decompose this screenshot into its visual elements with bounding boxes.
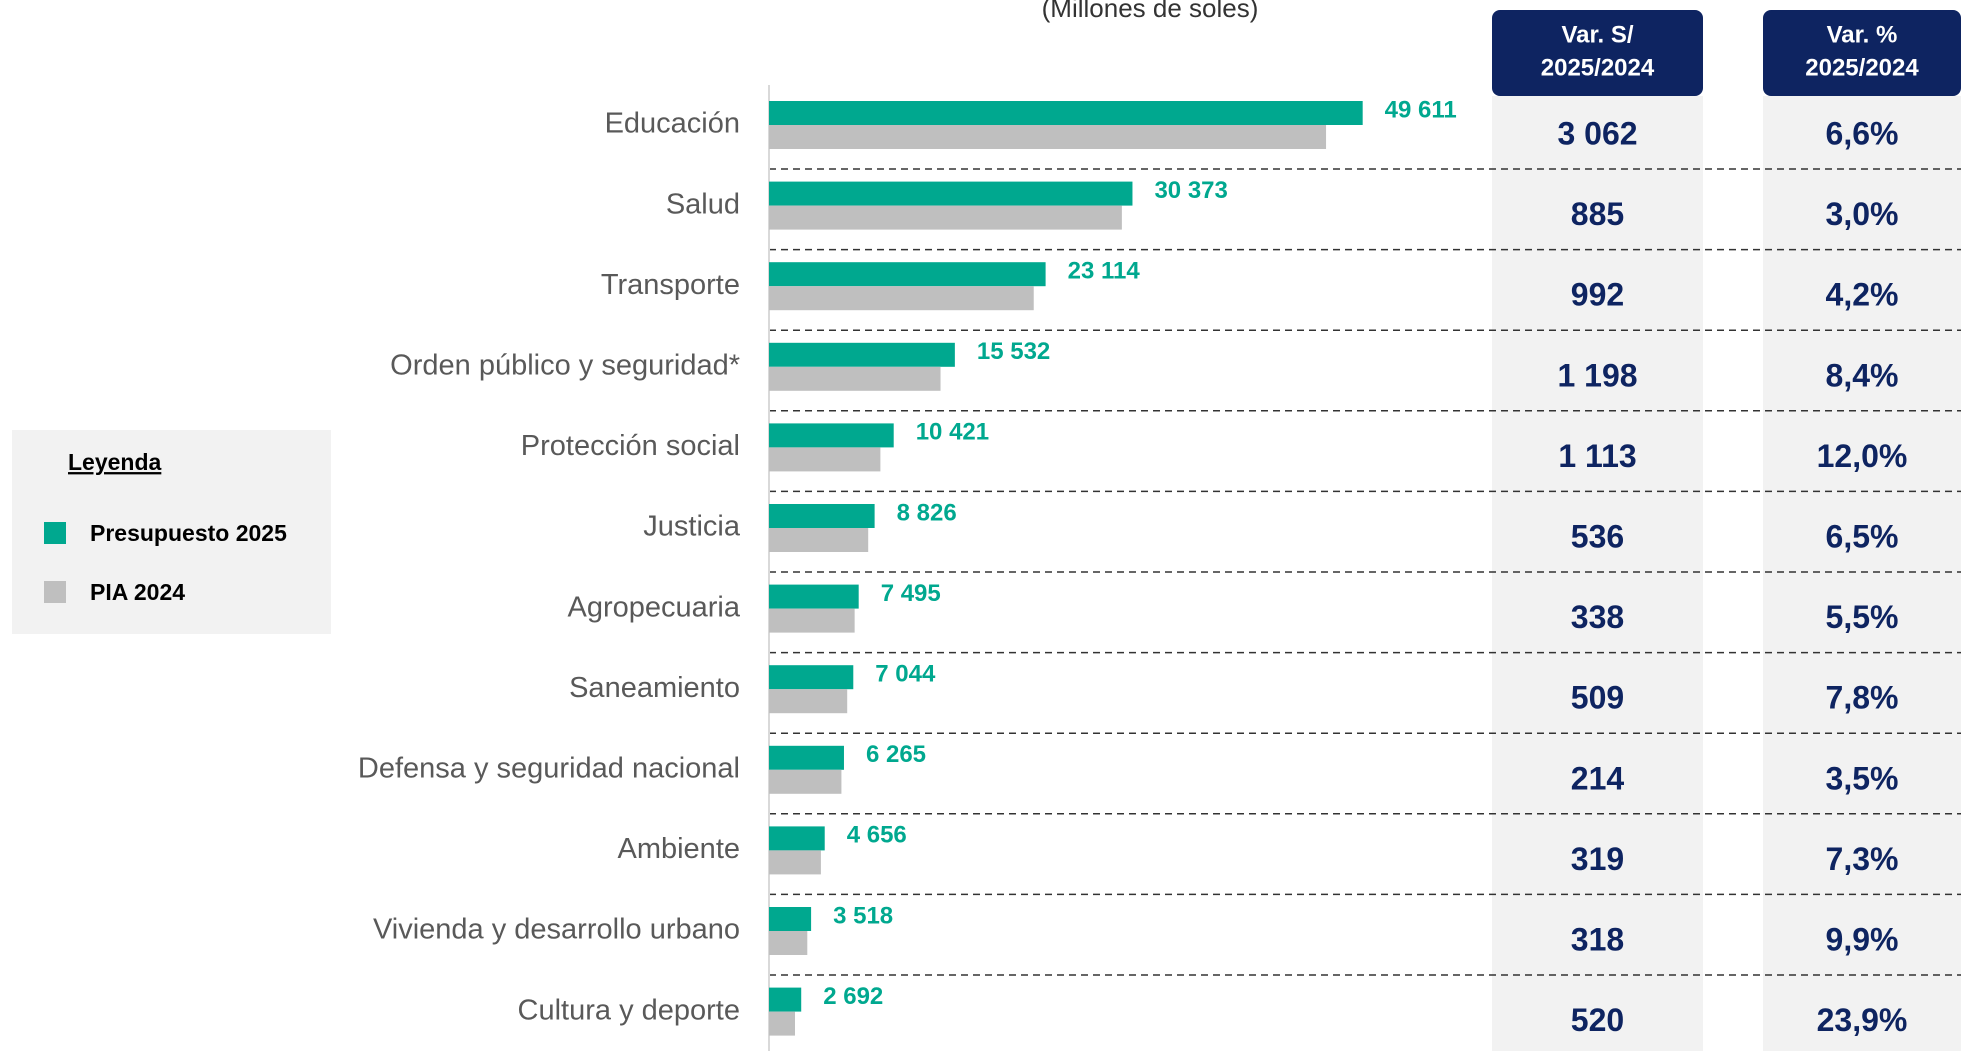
bar: [769, 342, 955, 367]
value-label: 7 044: [875, 661, 936, 688]
bar: [769, 262, 1046, 287]
bar: [769, 181, 1133, 206]
category-label: Justicia: [643, 511, 741, 543]
bar: [769, 907, 812, 931]
bar: [769, 528, 869, 552]
legend-label: PIA 2024: [90, 579, 185, 605]
column-value: 885: [1571, 196, 1624, 232]
column-value: 6,5%: [1826, 518, 1899, 554]
value-label: 30 373: [1154, 177, 1227, 204]
column-value: 318: [1571, 921, 1624, 957]
legend-swatch: [44, 581, 66, 603]
column-value: 509: [1571, 680, 1624, 716]
column-value: 5,5%: [1826, 599, 1899, 635]
category-label: Defensa y seguridad nacional: [358, 752, 740, 784]
value-label: 7 495: [881, 580, 941, 607]
column-value: 12,0%: [1817, 438, 1908, 474]
column-background: [1763, 96, 1961, 1051]
column-value: 992: [1571, 277, 1624, 313]
column-value: 338: [1571, 599, 1624, 635]
column-value: 6,6%: [1826, 115, 1899, 151]
category-label: Educación: [605, 108, 740, 140]
column-value: 1 198: [1557, 357, 1637, 393]
bar: [769, 366, 941, 391]
column-header-text: Var. %: [1827, 21, 1898, 48]
column-value: 1 113: [1558, 438, 1636, 474]
bar: [769, 745, 844, 770]
bar: [769, 447, 881, 472]
category-label: Salud: [666, 188, 740, 220]
bar: [769, 608, 855, 633]
column-header-text: Var. S/: [1561, 21, 1633, 48]
bar: [769, 125, 1327, 149]
bar: [769, 826, 825, 851]
bar: [769, 423, 894, 448]
column-value: 4,2%: [1826, 277, 1899, 313]
bar: [769, 987, 802, 1012]
bar: [769, 850, 821, 875]
value-label: 8 826: [897, 499, 957, 526]
column-header-text: 2025/2024: [1805, 54, 1919, 81]
bar: [769, 504, 875, 528]
bar: [769, 584, 859, 609]
bar: [769, 286, 1034, 311]
value-label: 23 114: [1068, 258, 1141, 285]
legend-label: Presupuesto 2025: [90, 520, 287, 546]
column-value: 3 062: [1557, 115, 1637, 151]
column-value: 520: [1571, 1002, 1624, 1038]
value-label: 10 421: [916, 419, 989, 446]
column-value: 214: [1571, 760, 1625, 796]
bar: [769, 769, 842, 794]
column-value: 3,5%: [1826, 760, 1899, 796]
column-value: 8,4%: [1826, 357, 1899, 393]
legend-swatch: [44, 522, 66, 544]
chart-subtitle: (Millones de soles): [1042, 0, 1259, 23]
value-label: 49 611: [1385, 96, 1457, 123]
category-label: Cultura y deporte: [518, 994, 740, 1026]
column-value: 7,8%: [1826, 680, 1899, 716]
category-label: Transporte: [601, 269, 740, 301]
column-value: 9,9%: [1826, 921, 1899, 957]
column-value: 7,3%: [1826, 841, 1899, 877]
column-value: 536: [1571, 518, 1624, 554]
legend-title: Leyenda: [68, 449, 162, 475]
value-label: 2 692: [823, 983, 883, 1010]
category-label: Protección social: [521, 430, 740, 462]
category-label: Orden público y seguridad*: [390, 349, 740, 381]
column-header-text: 2025/2024: [1541, 54, 1655, 81]
column-header: [1492, 10, 1703, 96]
value-label: 6 265: [866, 741, 926, 768]
category-label: Agropecuaria: [568, 591, 741, 623]
bar: [769, 101, 1363, 125]
value-label: 4 656: [847, 822, 907, 849]
column-value: 319: [1571, 841, 1624, 877]
category-label: Vivienda y desarrollo urbano: [373, 914, 740, 946]
column-value: 23,9%: [1817, 1002, 1908, 1038]
column-value: 3,0%: [1826, 196, 1899, 232]
bar: [769, 931, 808, 955]
bar: [769, 1011, 795, 1036]
bar: [769, 689, 848, 714]
column-background: [1492, 96, 1703, 1051]
value-label: 3 518: [833, 902, 893, 929]
bar: [769, 665, 854, 690]
column-header: [1763, 10, 1961, 96]
bar: [769, 205, 1122, 230]
category-label: Saneamiento: [569, 672, 740, 704]
category-label: Ambiente: [617, 833, 740, 865]
value-label: 15 532: [977, 338, 1050, 365]
